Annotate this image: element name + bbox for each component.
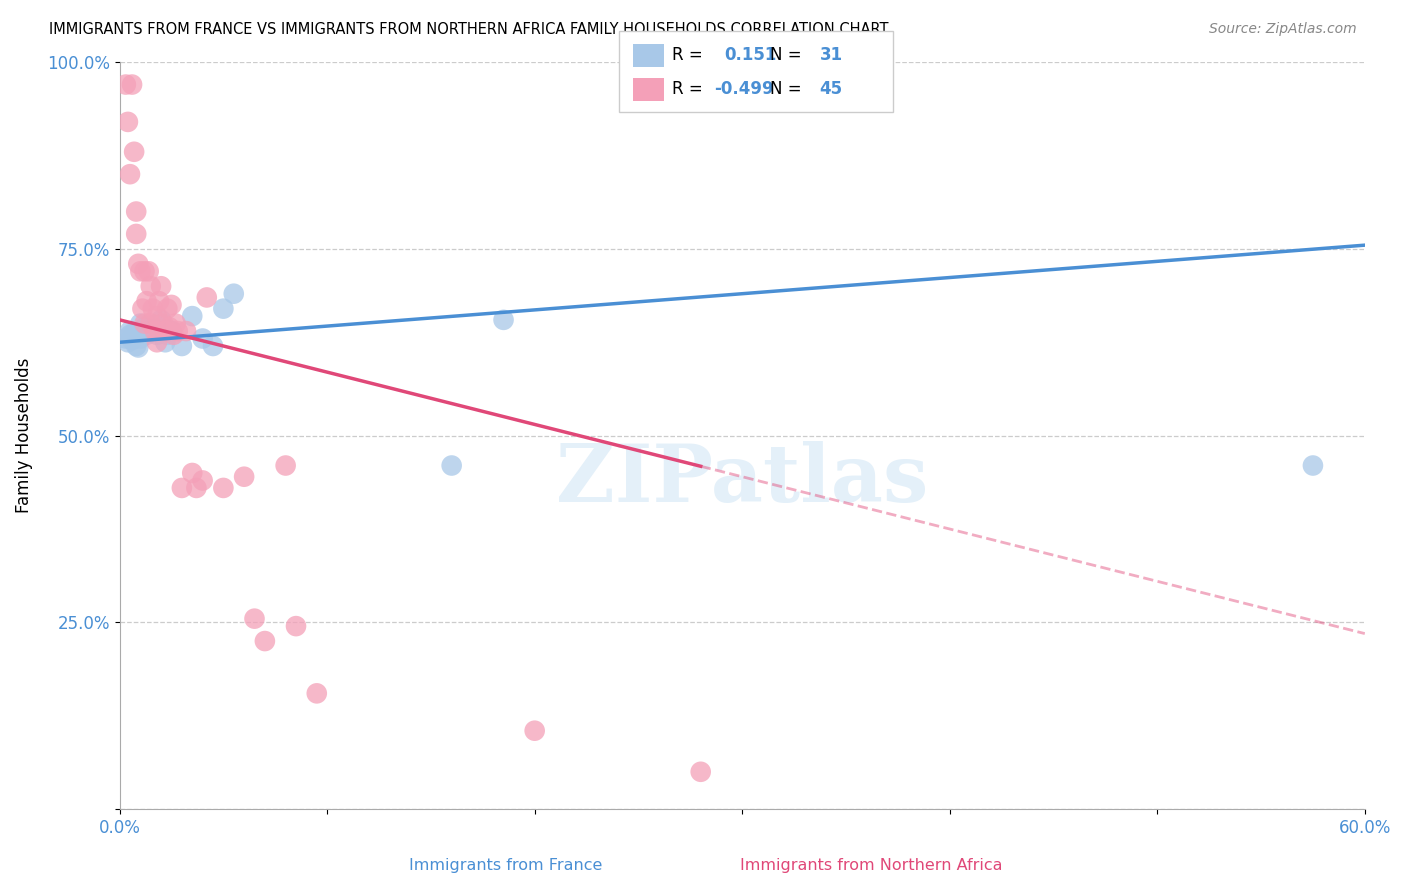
Point (233, 469, 256, 483)
Point (174, 324, 197, 338)
Point (186, 481, 208, 495)
Point (143, 318, 166, 332)
Point (165, 317, 187, 331)
Point (139, 317, 162, 331)
Point (134, 317, 156, 331)
Point (139, 322, 162, 336)
Point (523, 723, 546, 738)
Text: IMMIGRANTS FROM FRANCE VS IMMIGRANTS FROM NORTHERN AFRICA FAMILY HOUSEHOLDS CORR: IMMIGRANTS FROM FRANCE VS IMMIGRANTS FRO… (49, 22, 889, 37)
Text: R =: R = (672, 46, 703, 64)
Point (118, 324, 141, 338)
Point (117, 115, 139, 129)
Point (131, 326, 153, 340)
Point (135, 327, 157, 342)
Point (212, 301, 235, 316)
Text: 45: 45 (820, 80, 842, 98)
Point (170, 481, 193, 495)
Point (152, 317, 174, 331)
Point (160, 324, 183, 338)
Point (122, 145, 145, 159)
Point (166, 324, 188, 338)
Text: Source: ZipAtlas.com: Source: ZipAtlas.com (1209, 22, 1357, 37)
Point (148, 294, 170, 309)
Point (146, 335, 169, 350)
Text: 31: 31 (820, 46, 842, 64)
Point (212, 481, 235, 495)
Text: ZIPatlas: ZIPatlas (557, 442, 928, 519)
Point (135, 294, 157, 309)
Point (191, 332, 214, 346)
Point (129, 332, 152, 346)
Point (150, 279, 173, 293)
Point (162, 327, 184, 342)
Point (253, 634, 276, 648)
Text: Immigrants from Northern Africa: Immigrants from Northern Africa (741, 858, 1002, 872)
Point (160, 298, 183, 312)
Point (146, 309, 169, 323)
Point (115, 332, 138, 346)
Point (118, 327, 141, 342)
Point (285, 619, 308, 633)
Point (127, 341, 149, 355)
Point (155, 324, 177, 338)
Point (138, 326, 160, 340)
Point (139, 279, 162, 293)
Point (146, 327, 169, 342)
Point (115, 78, 138, 92)
Text: 0.151: 0.151 (724, 46, 776, 64)
Point (156, 327, 179, 342)
Text: N =: N = (770, 46, 801, 64)
Point (142, 324, 165, 338)
Point (134, 320, 156, 334)
Point (129, 317, 152, 331)
Point (222, 286, 245, 301)
Point (440, 458, 463, 473)
Point (181, 309, 204, 323)
Point (689, 764, 711, 779)
Point (134, 264, 156, 278)
Point (155, 335, 177, 350)
Point (122, 326, 145, 340)
Text: -0.499: -0.499 (714, 80, 773, 98)
Point (195, 290, 218, 304)
Point (492, 313, 515, 327)
Point (201, 339, 224, 353)
Point (170, 339, 193, 353)
Point (181, 466, 204, 480)
Point (138, 264, 160, 278)
Point (125, 204, 148, 219)
Point (125, 339, 148, 353)
Point (142, 301, 165, 316)
Point (118, 167, 141, 181)
Point (1302, 458, 1324, 473)
Text: N =: N = (770, 80, 801, 98)
Point (127, 257, 149, 271)
Point (305, 686, 328, 700)
Point (129, 264, 152, 278)
Text: R =: R = (672, 80, 703, 98)
Point (121, 78, 143, 92)
Point (143, 324, 166, 338)
Point (156, 301, 179, 316)
Point (131, 301, 153, 316)
Point (191, 474, 214, 488)
Point (125, 227, 148, 241)
Point (274, 458, 297, 473)
Point (243, 612, 266, 626)
Point (121, 333, 143, 347)
Point (117, 335, 139, 350)
Text: Immigrants from France: Immigrants from France (409, 858, 603, 872)
Point (150, 313, 173, 327)
Point (157, 320, 180, 334)
Y-axis label: Family Households: Family Households (15, 358, 32, 513)
